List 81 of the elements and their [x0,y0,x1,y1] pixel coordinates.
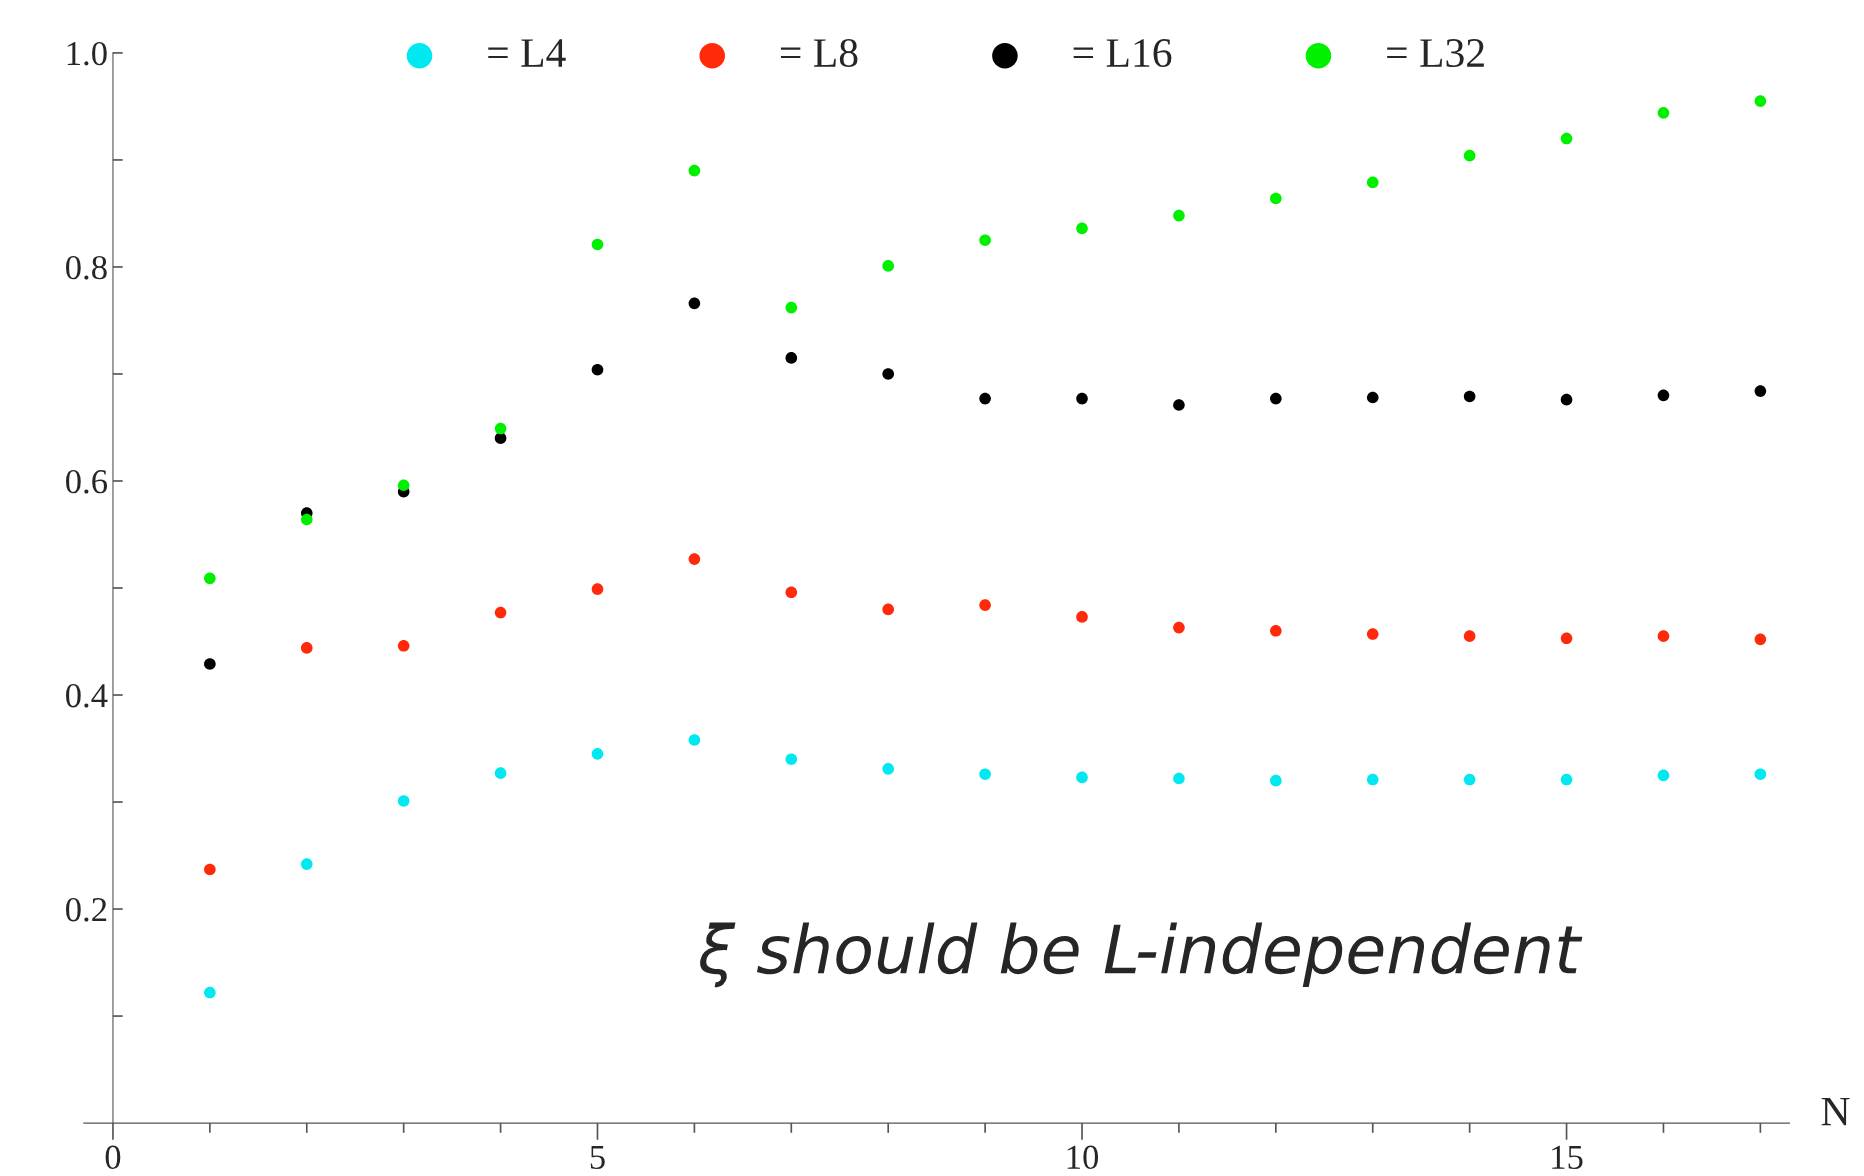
point [204,572,216,585]
point [882,603,895,616]
point [1657,389,1670,402]
point [882,763,895,775]
y-tick-label: 0.8 [66,255,107,280]
point [1076,392,1088,405]
point [1560,393,1573,406]
legend-label: = L4 [488,39,566,67]
y-tick-label: 0.4 [66,683,108,708]
point [1754,633,1767,646]
legend-label: = L16 [1073,39,1172,68]
point [979,768,991,781]
point [979,234,991,247]
point [785,586,798,599]
point [1366,176,1379,189]
point [300,642,313,654]
legend-label: = L32 [1387,39,1484,68]
point [688,164,701,177]
point [397,795,410,807]
point [1076,771,1088,784]
point [1754,95,1767,107]
point [1657,630,1670,642]
point [1366,391,1379,404]
point [1463,773,1476,786]
point [688,553,701,565]
point [1173,621,1185,634]
legend-label: = L8 [780,38,858,68]
point [494,767,507,779]
y-tick-label: 0.2 [66,898,107,922]
point [1366,773,1379,786]
point [1173,399,1185,411]
point [785,301,798,314]
point [1754,768,1767,781]
point [591,748,604,760]
annotation: ξ should be L-independent [700,922,1583,988]
point [204,986,216,999]
point [1560,632,1573,645]
point [1076,222,1088,235]
point [204,863,216,876]
point [1270,192,1282,205]
point [785,352,798,364]
point [1560,773,1573,786]
point [1463,149,1476,162]
point [1463,630,1476,642]
point [494,432,507,444]
x-tick-label: 10 [1067,1145,1099,1170]
point [1076,611,1088,623]
point [785,753,798,766]
point [1173,209,1185,222]
x-tick-label: 0 [105,1145,121,1170]
point [1657,107,1670,119]
point [882,368,895,380]
point [300,513,313,526]
x-axis-title: N [1821,1097,1850,1126]
point [591,363,604,376]
point [882,260,895,272]
y-tick-label: 1.0 [67,41,107,66]
point [1366,628,1379,640]
x-tick-label: 15 [1552,1145,1583,1170]
x-tick-label: 5 [590,1145,605,1170]
point [494,606,507,619]
point [1754,385,1767,397]
point [1270,392,1282,405]
y-tick-label: 0.6 [66,469,108,494]
point [204,658,216,670]
point [1657,769,1670,782]
point [688,297,701,310]
point [591,583,604,595]
point [979,599,991,611]
point [1270,625,1282,637]
point [1270,774,1282,787]
point [591,238,604,251]
point [1463,390,1476,403]
point [1173,772,1185,785]
point [397,479,410,492]
point [300,858,313,870]
point [688,734,701,746]
point [979,392,991,405]
point [1560,132,1573,145]
point [397,639,410,652]
point [494,422,507,435]
